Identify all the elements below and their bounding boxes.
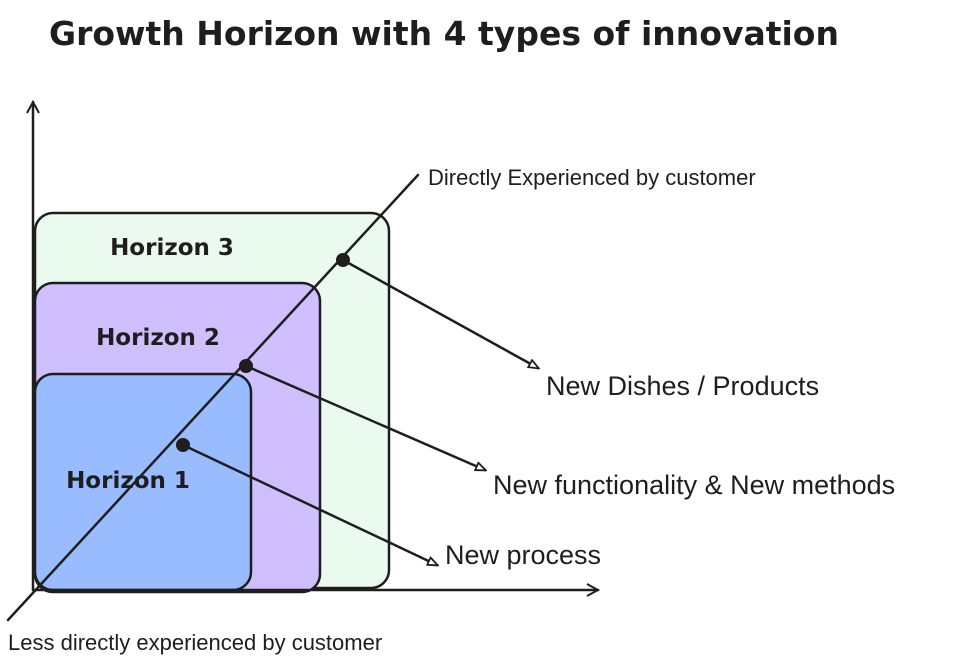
- diagonal-bottom-label: Less directly experienced by customer: [8, 630, 382, 655]
- arrow-horizon-3: [341, 258, 538, 368]
- dot-horizon-2: [239, 359, 253, 373]
- innovation-label-functionality: New functionality & New methods: [493, 470, 895, 500]
- horizon-3-label: Horizon 3: [110, 235, 234, 261]
- innovation-label-process: New process: [445, 540, 601, 570]
- dot-horizon-1: [176, 438, 190, 452]
- diagonal-top-label: Directly Experienced by customer: [428, 165, 756, 190]
- arrow-horizon-1: [181, 443, 437, 565]
- arrow-horizon-2: [244, 364, 485, 470]
- dot-horizon-3: [336, 253, 350, 267]
- innovation-label-products: New Dishes / Products: [546, 371, 819, 401]
- diagonal-axis: [6, 173, 420, 622]
- diagram-title: Growth Horizon with 4 types of innovatio…: [49, 14, 839, 53]
- horizon-2-label: Horizon 2: [96, 325, 220, 351]
